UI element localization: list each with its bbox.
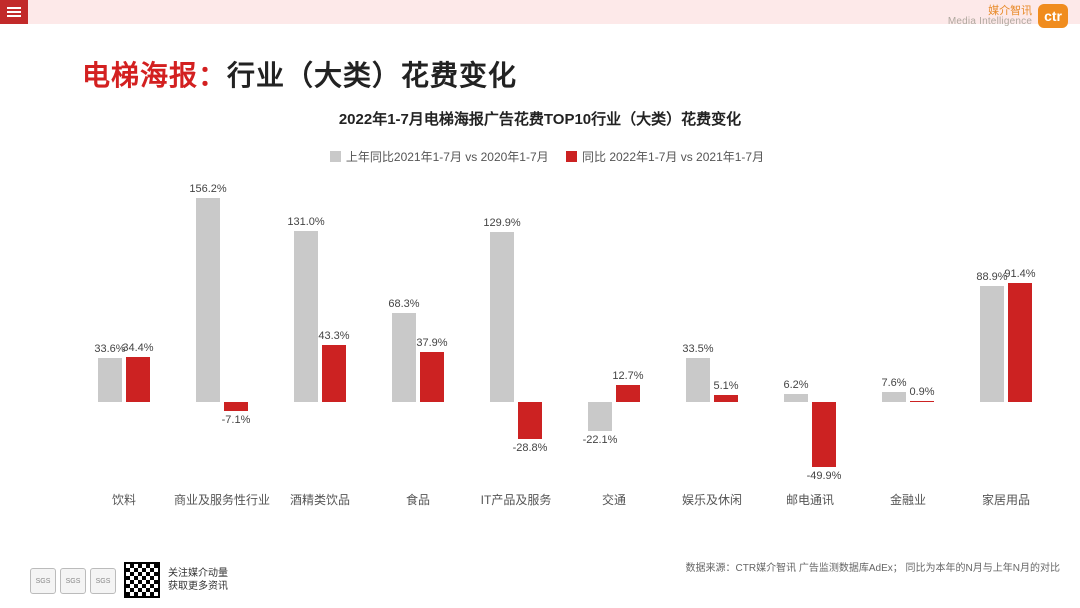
- bar-value-label: 6.2%: [774, 379, 818, 391]
- bar-value-label: 5.1%: [704, 380, 748, 392]
- page-title: 电梯海报：行业（大类）花费变化: [82, 54, 517, 94]
- bar-group: 饮料33.6%34.4%: [98, 180, 150, 480]
- bar-group: 酒精类饮品131.0%43.3%: [294, 180, 346, 480]
- bar-chart: 饮料33.6%34.4%商业及服务性行业156.2%-7.1%酒精类饮品131.…: [70, 180, 1060, 520]
- qr-caption: 关注媒介动量 获取更多资讯: [168, 567, 228, 593]
- bar-group: IT产品及服务129.9%-28.8%: [490, 180, 542, 480]
- bar: [910, 401, 934, 402]
- legend-swatch-1: [330, 151, 341, 162]
- qr-block: 关注媒介动量 获取更多资讯: [124, 562, 228, 598]
- bar: [98, 358, 122, 402]
- logo-ctr-badge: ctr: [1038, 4, 1068, 28]
- bar: [812, 402, 836, 467]
- sgs-badges: SGS SGS SGS: [30, 568, 116, 594]
- bar-value-label: 68.3%: [382, 298, 426, 310]
- bar-value-label: 91.4%: [998, 268, 1042, 280]
- bar: [392, 313, 416, 402]
- bar: [518, 402, 542, 440]
- category-label: 饮料: [74, 491, 174, 508]
- bar-group: 食品68.3%37.9%: [392, 180, 444, 480]
- bar: [1008, 283, 1032, 402]
- top-strip: [28, 0, 1080, 24]
- bar-value-label: 37.9%: [410, 337, 454, 349]
- title-red-part: 电梯海报：: [82, 60, 227, 91]
- bar: [714, 395, 738, 402]
- title-black-part: 行业（大类）花费变化: [227, 60, 517, 91]
- bar: [588, 402, 612, 431]
- category-label: IT产品及服务: [466, 491, 566, 508]
- category-label: 家居用品: [956, 491, 1056, 508]
- legend-swatch-2: [566, 151, 577, 162]
- qr-line2: 获取更多资讯: [168, 580, 228, 593]
- bar-value-label: 129.9%: [480, 217, 524, 229]
- category-label: 交通: [564, 491, 664, 508]
- bar-value-label: 34.4%: [116, 342, 160, 354]
- sgs-badge: SGS: [60, 568, 86, 594]
- sgs-badge: SGS: [90, 568, 116, 594]
- chart-title: 2022年1-7月电梯海报广告花费TOP10行业（大类）花费变化: [0, 108, 1080, 129]
- category-label: 食品: [368, 491, 468, 508]
- bar-value-label: 0.9%: [900, 386, 944, 398]
- bar-value-label: 131.0%: [284, 216, 328, 228]
- bar-group: 交通-22.1%12.7%: [588, 180, 640, 480]
- bar-group: 商业及服务性行业156.2%-7.1%: [196, 180, 248, 480]
- bar-value-label: -7.1%: [214, 414, 258, 426]
- data-source-note: 数据来源：CTR媒介智讯 广告监测数据库AdEx； 同比为本年的N月与上年N月的…: [686, 559, 1060, 574]
- bar: [322, 345, 346, 401]
- qr-code-icon: [124, 562, 160, 598]
- chart-legend: 上年同比2021年1-7月 vs 2020年1-7月 同比 2022年1-7月 …: [0, 148, 1080, 165]
- bar: [616, 385, 640, 402]
- legend-label-1: 上年同比2021年1-7月 vs 2020年1-7月: [346, 150, 549, 164]
- slide-page: 媒介智讯 Media Intelligence ctr 电梯海报：行业（大类）花…: [0, 0, 1080, 608]
- category-label: 娱乐及休闲: [662, 491, 762, 508]
- bar: [784, 394, 808, 402]
- bar: [294, 231, 318, 402]
- category-label: 金融业: [858, 491, 958, 508]
- bar-group: 娱乐及休闲33.5%5.1%: [686, 180, 738, 480]
- bar-group: 邮电通讯6.2%-49.9%: [784, 180, 836, 480]
- bar: [420, 352, 444, 401]
- legend-label-2: 同比 2022年1-7月 vs 2021年1-7月: [582, 150, 764, 164]
- category-label: 酒精类饮品: [270, 491, 370, 508]
- bar-value-label: 156.2%: [186, 183, 230, 195]
- category-label: 邮电通讯: [760, 491, 860, 508]
- bar: [126, 357, 150, 402]
- category-label: 商业及服务性行业: [172, 491, 272, 508]
- brand-logo: 媒介智讯 Media Intelligence ctr: [948, 4, 1068, 28]
- plot-area: 饮料33.6%34.4% 商业及服务性行业156.2%-7.1% 酒精类饮品131.…: [70, 180, 1060, 480]
- bar-group: 金融业7.6%0.9%: [882, 180, 934, 480]
- bar: [224, 402, 248, 411]
- bar-value-label: -22.1%: [578, 434, 622, 446]
- bar-value-label: 33.5%: [676, 343, 720, 355]
- hamburger-icon: [7, 11, 21, 13]
- logo-cn-text: 媒介智讯: [948, 6, 1032, 17]
- bar: [490, 232, 514, 401]
- bar-value-label: -28.8%: [508, 442, 552, 454]
- menu-button[interactable]: [0, 0, 28, 24]
- qr-line1: 关注媒介动量: [168, 567, 228, 580]
- bar: [980, 286, 1004, 402]
- bar-value-label: 12.7%: [606, 370, 650, 382]
- bar: [196, 198, 220, 402]
- sgs-badge: SGS: [30, 568, 56, 594]
- bar-group: 家居用品88.9%91.4%: [980, 180, 1032, 480]
- bar-value-label: -49.9%: [802, 470, 846, 482]
- logo-en-text: Media Intelligence: [948, 17, 1032, 27]
- bar-value-label: 43.3%: [312, 330, 356, 342]
